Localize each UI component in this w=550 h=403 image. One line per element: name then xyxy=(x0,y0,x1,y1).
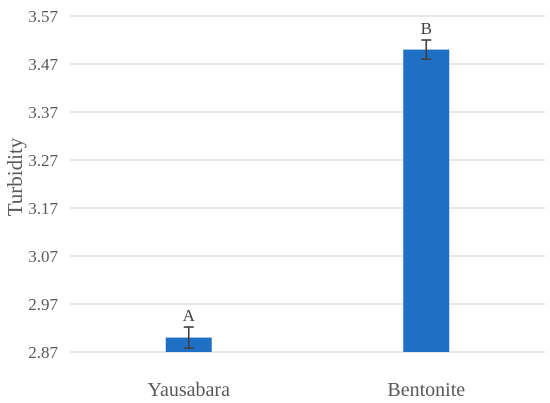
x-axis-category-labels: Yausabara Bentonite xyxy=(148,379,466,401)
y-tick-label: 3.27 xyxy=(28,151,58,170)
significance-label: A xyxy=(183,306,196,325)
y-tick-label: 3.17 xyxy=(28,199,58,218)
y-tick-label: 2.97 xyxy=(28,295,58,314)
y-tick-label: 3.07 xyxy=(28,247,58,266)
bar-bentonite xyxy=(403,49,450,352)
significance-label: B xyxy=(421,19,432,38)
y-tick-label: 2.87 xyxy=(28,343,58,362)
y-tick-label: 3.57 xyxy=(28,7,58,26)
y-axis-title: Turbidity xyxy=(3,137,27,216)
y-tick-label: 3.37 xyxy=(28,103,58,122)
y-axis-tick-labels: 2.87 2.97 3.07 3.17 3.27 3.37 3.47 3.57 xyxy=(28,7,58,362)
x-category-label: Bentonite xyxy=(387,379,465,401)
error-bars xyxy=(183,39,432,349)
bars xyxy=(165,49,450,352)
gridlines xyxy=(70,15,545,353)
y-tick-label: 3.47 xyxy=(28,55,58,74)
significance-labels: AB xyxy=(183,19,432,325)
x-category-label: Yausabara xyxy=(148,379,231,401)
